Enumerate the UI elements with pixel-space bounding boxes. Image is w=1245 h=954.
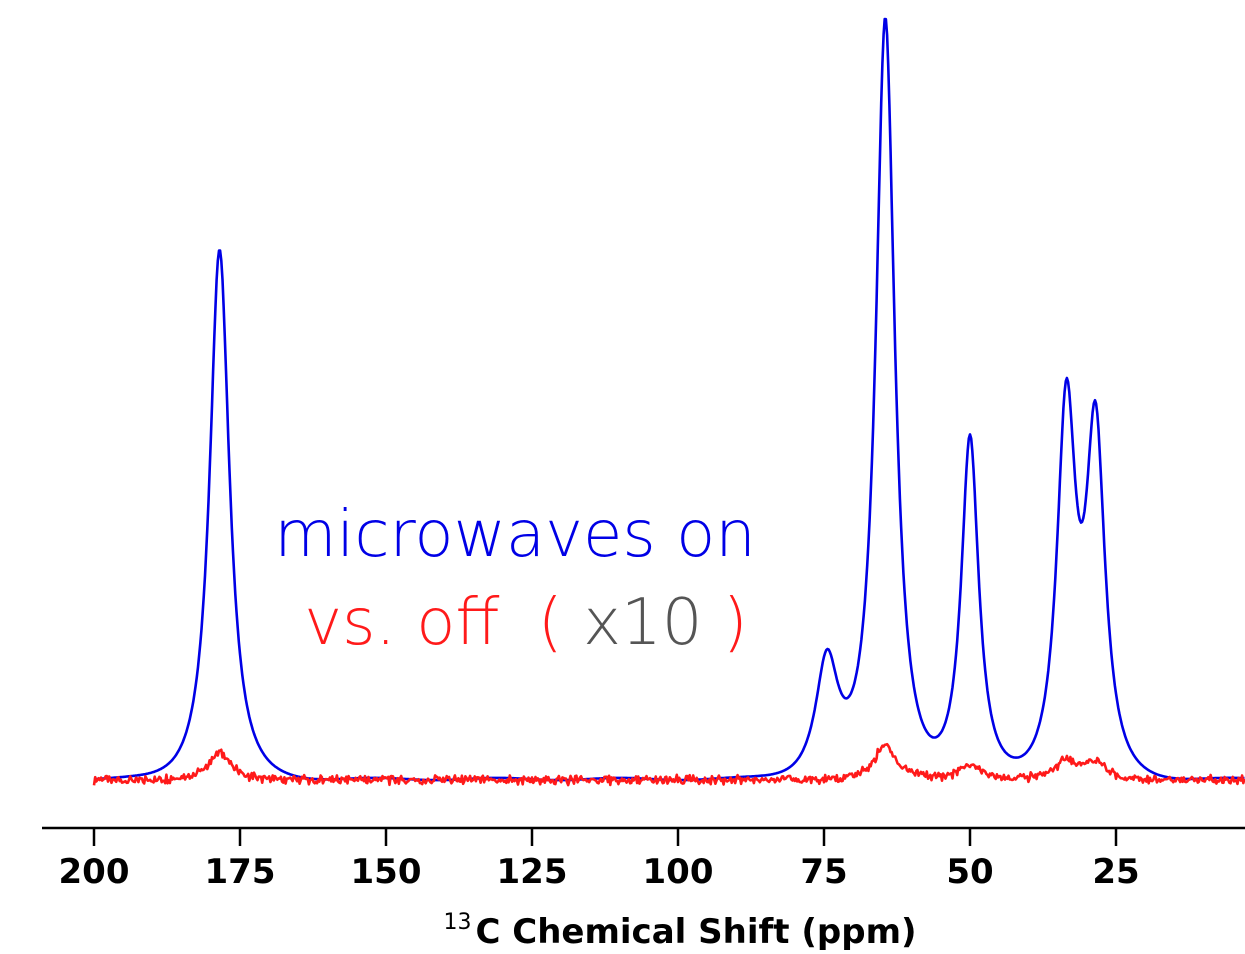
- x-tick-label: 50: [946, 852, 993, 892]
- x-tick-label: 25: [1092, 852, 1139, 892]
- annotation-close-paren: ): [723, 586, 748, 660]
- series-line-on: [93, 17, 1245, 782]
- x-tick-label: 125: [497, 852, 568, 892]
- x-tick-label: 100: [643, 852, 714, 892]
- x-axis-title: 13 C Chemical Shift (ppm): [443, 910, 916, 952]
- annotation-line2: vs. off ( x10 ): [304, 586, 747, 660]
- series-line-off: [92, 742, 1245, 787]
- x-tick-label: 75: [800, 852, 847, 892]
- annotation-open-paren: (: [538, 586, 563, 660]
- annotation-line1: microwaves on: [274, 498, 756, 572]
- spectrum-lines: [92, 17, 1245, 787]
- x-axis-title-superscript: 13: [443, 910, 471, 935]
- x-tick-label: 175: [205, 852, 276, 892]
- x-tick-label: 200: [59, 852, 130, 892]
- x-axis-ticks: 200 175 150 125 100 75 50 25: [59, 828, 1140, 892]
- annotation-off-label: vs. off: [304, 586, 499, 660]
- annotation-on-label: microwaves on: [274, 498, 756, 572]
- annotation-scale-factor: x10: [583, 586, 702, 660]
- x-axis-title-text: C Chemical Shift (ppm): [475, 912, 916, 952]
- x-tick-label: 150: [351, 852, 422, 892]
